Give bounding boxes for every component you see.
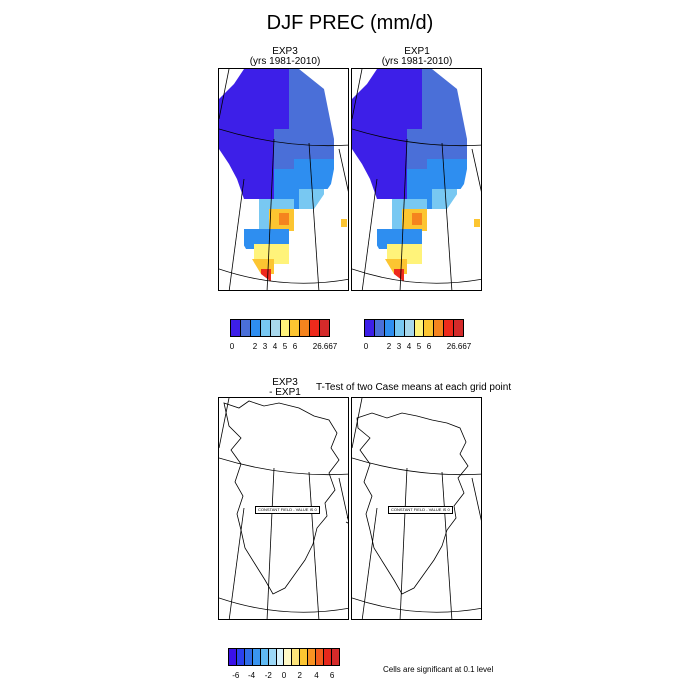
figure-title: DJF PREC (mm/d)	[266, 12, 434, 34]
colorbar-swatch	[300, 320, 311, 336]
colorbar-swatch	[444, 320, 455, 336]
precip-cell	[299, 189, 324, 209]
panel-title-exp1: EXP1 (yrs 1981-2010)	[352, 47, 482, 67]
greenland-precip-map	[352, 69, 481, 290]
colorbar-swatch	[240, 320, 251, 336]
diff-label-line2: - EXP1	[269, 387, 301, 398]
colorbar-swatch	[290, 320, 301, 336]
precip-cell	[219, 129, 274, 199]
colorbar-tick-label: 2	[252, 342, 258, 351]
precip-cell	[261, 269, 271, 281]
colorbar-prec-right	[364, 319, 464, 337]
precip-cell	[394, 269, 404, 281]
greenland-outline-map	[352, 398, 481, 619]
colorbar-swatch	[331, 649, 339, 665]
colorbar-tick-label: -6	[232, 671, 240, 680]
precip-cell	[352, 129, 407, 199]
colorbar-tick-label: 6	[292, 342, 298, 351]
panel-years: (yrs 1981-2010)	[249, 56, 321, 67]
colorbar-swatch	[276, 649, 285, 665]
colorbar-tick-label: 3	[396, 342, 402, 351]
colorbar-diff-ticks: -6 -4 -2 0 2 4 6	[228, 671, 340, 681]
colorbar-prec-left	[230, 319, 330, 337]
colorbar-tick-label: 6	[426, 342, 432, 351]
colorbar-tick-label: -2	[264, 671, 272, 680]
ttest-title: T-Test of two Case means at each grid po…	[316, 382, 512, 393]
colorbar-swatch	[300, 649, 309, 665]
colorbar-tick-label: 26.667	[312, 342, 338, 351]
colorbar-swatch	[434, 320, 445, 336]
colorbar-swatch	[236, 649, 245, 665]
diff-label-line1: EXP3	[272, 377, 298, 388]
precip-cell	[219, 69, 289, 129]
colorbar-tick-label: 2	[297, 671, 302, 680]
colorbar-diff	[228, 648, 340, 666]
colorbar-swatch	[250, 320, 261, 336]
panel-name: EXP3	[272, 46, 298, 57]
diff-panel-title: EXP3 - EXP1	[255, 378, 315, 398]
panel-years: (yrs 1981-2010)	[381, 56, 453, 67]
colorbar-swatch	[324, 649, 332, 665]
precip-cell	[289, 69, 337, 129]
precip-cell	[427, 159, 467, 189]
colorbar-swatch	[404, 320, 415, 336]
colorbar-swatch	[244, 649, 253, 665]
greenland-precip-map	[219, 69, 348, 290]
precip-cell	[294, 159, 334, 189]
colorbar-swatch	[384, 320, 395, 336]
greenland-outline-map	[219, 398, 348, 619]
precip-cell	[279, 213, 289, 225]
colorbar-swatch	[270, 320, 281, 336]
colorbar-swatch	[280, 320, 291, 336]
colorbar-swatch	[229, 649, 237, 665]
map-panel-exp1	[351, 68, 482, 291]
colorbar-swatch	[292, 649, 301, 665]
colorbar-tick-label: -4	[247, 671, 256, 680]
colorbar-swatch	[308, 649, 317, 665]
island-cell	[341, 219, 347, 227]
colorbar-tick-label: 4	[406, 342, 412, 351]
precip-cell	[352, 69, 422, 129]
precip-cell	[412, 213, 422, 225]
constant-field-label: CONSTANT FIELD - VALUE IS 0	[388, 506, 453, 514]
colorbar-swatch	[316, 649, 325, 665]
colorbar-prec-left-ticks: 0 2 3 4 5 6 26.667	[229, 342, 337, 352]
colorbar-tick-label: 0	[281, 671, 287, 680]
precip-cell	[422, 69, 470, 129]
colorbar-swatch	[394, 320, 405, 336]
colorbar-swatch	[260, 320, 271, 336]
colorbar-swatch	[231, 320, 241, 336]
colorbar-tick-label: 4	[272, 342, 278, 351]
colorbar-swatch	[320, 320, 330, 336]
colorbar-swatch	[284, 649, 293, 665]
colorbar-tick-label: 4	[314, 671, 319, 680]
colorbar-swatch	[414, 320, 425, 336]
colorbar-swatch	[252, 649, 261, 665]
colorbar-swatch	[374, 320, 385, 336]
colorbar-tick-label: 3	[262, 342, 268, 351]
colorbar-tick-label: 26.667	[446, 342, 472, 351]
colorbar-swatch	[424, 320, 435, 336]
colorbar-swatch	[268, 649, 277, 665]
significance-note: Cells are significant at 0.1 level	[383, 665, 494, 674]
map-panel-diff: CONSTANT FIELD - VALUE IS 0	[218, 397, 349, 620]
map-panel-exp3	[218, 68, 349, 291]
colorbar-swatch	[454, 320, 464, 336]
colorbar-tick-label: 6	[329, 671, 335, 680]
colorbar-swatch	[310, 320, 321, 336]
panel-title-exp3: EXP3 (yrs 1981-2010)	[220, 47, 350, 67]
precip-cell	[432, 189, 457, 209]
colorbar-tick-label: 5	[282, 342, 288, 351]
colorbar-tick-label: 2	[386, 342, 392, 351]
constant-field-label: CONSTANT FIELD - VALUE IS 0	[255, 506, 320, 514]
panel-name: EXP1	[404, 46, 430, 57]
colorbar-tick-label: 5	[416, 342, 422, 351]
colorbar-swatch	[365, 320, 375, 336]
map-panel-significance: CONSTANT FIELD - VALUE IS 0	[351, 397, 482, 620]
colorbar-tick-label: 0	[363, 342, 369, 351]
colorbar-prec-right-ticks: 0 2 3 4 5 6 26.667	[363, 342, 471, 352]
island-cell	[474, 219, 480, 227]
colorbar-swatch	[260, 649, 269, 665]
colorbar-tick-label: 0	[229, 342, 235, 351]
